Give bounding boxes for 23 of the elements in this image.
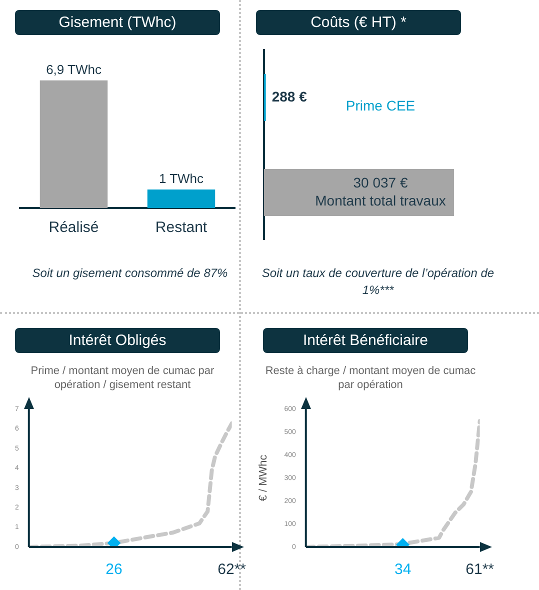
text: Soit un gisement consommé de 87% <box>31 265 229 282</box>
chart-title: Intérêt Bénéficiaire <box>263 328 468 353</box>
x-tick-label: 61** <box>466 561 494 578</box>
data-label: 288 € <box>272 88 308 104</box>
x-tick-label: 62** <box>218 561 246 578</box>
data-label: 1 TWhc <box>158 171 204 186</box>
y-axis-title: € / MWhc <box>258 454 270 502</box>
data-label: 6,9 TWhc <box>46 62 102 77</box>
line-series <box>28 421 232 547</box>
x-tick-label: 34 <box>394 561 412 578</box>
chart-title: Intérêt Obligés <box>15 328 220 353</box>
chart-title: Coûts (€ HT) * <box>256 10 461 35</box>
data-label: 30 037 € <box>353 174 408 190</box>
chart-title: Gisement (TWhc) <box>15 10 220 35</box>
x-tick-label: 26 <box>106 561 122 578</box>
y-tick-label: Prime CEE <box>346 97 416 114</box>
line-series <box>306 418 480 547</box>
chart-subtitle: Prime / montant moyen de cumac par opération / gisement restant <box>30 364 216 392</box>
chart-subtitle: Reste à charge / montant moyen de cumac par opération <box>264 364 477 392</box>
x-tick-label: Restant <box>155 219 208 236</box>
text: Soit un taux de couverture de l’opération de 1%*** <box>260 265 496 299</box>
y-tick-label: Montant total travaux <box>315 192 446 208</box>
x-tick-label: Réalisé <box>48 219 99 236</box>
